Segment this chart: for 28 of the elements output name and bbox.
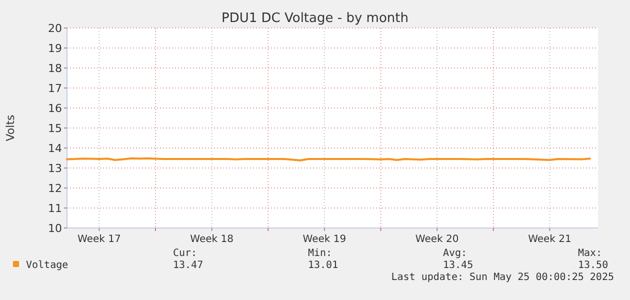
text: Last update: Sun May 25 00:00:25 2025 (391, 272, 614, 283)
text: 13.45 (443, 260, 474, 271)
text: Cur: (173, 248, 198, 259)
y-tick-label: 19 (48, 42, 62, 55)
y-axis-title: Volts (4, 114, 17, 142)
y-tick-label: 13 (48, 162, 62, 175)
text: 13.47 (173, 260, 204, 271)
y-tick-label: 15 (48, 122, 62, 135)
text: 13.50 (578, 260, 608, 271)
text: Min: (308, 248, 332, 259)
text: Max: (578, 248, 602, 259)
y-tick-label: 12 (48, 182, 62, 195)
y-tick-label: 11 (48, 202, 62, 215)
y-tick-label: 16 (48, 102, 62, 115)
chart-title: PDU1 DC Voltage - by month (222, 11, 408, 26)
text: 13.01 (308, 260, 338, 271)
legend-label: Voltage (26, 260, 68, 271)
x-tick-label: Week 17 (78, 234, 121, 245)
x-tick-label: Week 21 (528, 234, 572, 245)
x-tick-label: Week 20 (415, 234, 459, 245)
y-tick-label: 14 (48, 142, 62, 155)
y-tick-label: 17 (48, 82, 62, 95)
y-tick-label: 20 (48, 22, 62, 35)
x-tick-label: Week 19 (302, 234, 346, 245)
text: Avg: (443, 248, 468, 259)
x-tick-label: Week 18 (190, 234, 234, 245)
y-tick-label: 10 (48, 222, 62, 235)
y-tick-label: 18 (48, 62, 62, 75)
